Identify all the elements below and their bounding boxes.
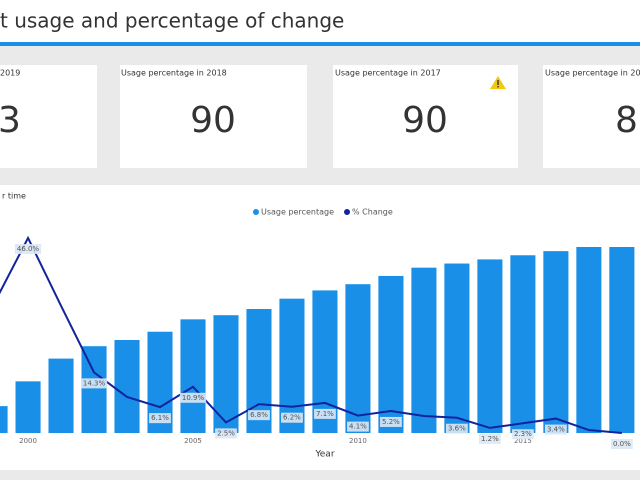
bar: [477, 259, 503, 433]
bar: [81, 346, 107, 433]
card-label: Usage percentage in 2017: [335, 69, 441, 78]
card: [543, 65, 640, 168]
data-label: 6.1%: [151, 414, 169, 422]
bar: [378, 275, 404, 433]
card-value: 90: [190, 100, 236, 141]
warning-icon[interactable]: [490, 76, 506, 89]
data-label: 10.9%: [182, 394, 205, 402]
card-value: 90: [402, 100, 448, 141]
data-label-bg: [149, 413, 171, 424]
bar: [411, 267, 437, 433]
card: [0, 65, 97, 168]
data-label-bg: [380, 416, 402, 427]
bar: [345, 284, 371, 433]
legend-marker: [344, 209, 351, 215]
data-label: 2.3%: [514, 430, 532, 438]
x-tick-label: 2010: [349, 437, 367, 445]
chart-title: r time: [2, 192, 26, 201]
data-label-bg: [511, 429, 534, 440]
bar: [0, 406, 8, 433]
data-label: 1.2%: [481, 435, 499, 443]
data-label: 3.6%: [448, 425, 466, 433]
data-label: 4.1%: [349, 423, 367, 431]
data-label-bg: [80, 378, 108, 389]
data-label: 0.0%: [613, 440, 631, 448]
data-label-bg: [446, 423, 468, 434]
data-label-bg: [14, 243, 42, 254]
x-tick-label: 2015: [514, 437, 532, 445]
data-label: 7.1%: [316, 410, 334, 418]
data-label-bg: [347, 421, 369, 432]
bar: [609, 247, 635, 433]
bar: [444, 263, 470, 433]
bar: [180, 319, 206, 433]
bar: [15, 381, 41, 433]
page-title: t usage and percentage of change: [0, 9, 344, 33]
x-tick-label: 2005: [184, 437, 202, 445]
data-label: 6.8%: [250, 411, 268, 419]
card-label: 2019: [0, 69, 20, 78]
legend-label: Usage percentage: [261, 208, 334, 217]
bar: [510, 255, 536, 433]
data-label-bg: [248, 410, 270, 421]
data-label: 5.2%: [382, 418, 400, 426]
data-label-bg: [281, 412, 303, 423]
bar: [114, 340, 140, 433]
legend-marker: [253, 209, 259, 215]
data-label: 6.2%: [283, 414, 301, 422]
bar: [543, 251, 569, 433]
data-label: 46.0%: [17, 245, 40, 253]
data-label-bg: [610, 439, 633, 449]
card: [333, 65, 518, 168]
plot: 2000 2005 2010 2015 Usage percentage % Change…: [0, 208, 635, 449]
data-label-bg: [215, 428, 237, 439]
data-label: 14.3%: [83, 379, 106, 387]
data-label-bg: [179, 392, 207, 403]
x-tick-label: 2000: [19, 437, 37, 445]
card-label: Usage percentage in 201: [545, 69, 640, 78]
x-axis-label: Year: [314, 450, 334, 460]
bar: [279, 298, 305, 433]
line: [0, 235, 622, 434]
data-label: 3.4%: [547, 426, 565, 434]
card: [120, 65, 307, 168]
data-label-bg: [314, 408, 336, 419]
bar: [576, 247, 602, 433]
data-label-bg: [478, 433, 501, 444]
card-value: 3: [0, 100, 21, 141]
bar: [48, 358, 74, 433]
data-label-bg: [544, 424, 567, 435]
data-label: 2.5%: [217, 429, 235, 437]
card-value: 89: [615, 100, 640, 141]
bar: [213, 315, 239, 433]
legend-label: % Change: [352, 208, 393, 217]
header-bar: [0, 0, 640, 42]
card-label: Usage percentage in 2018: [121, 69, 227, 78]
header-underline: [0, 42, 640, 46]
